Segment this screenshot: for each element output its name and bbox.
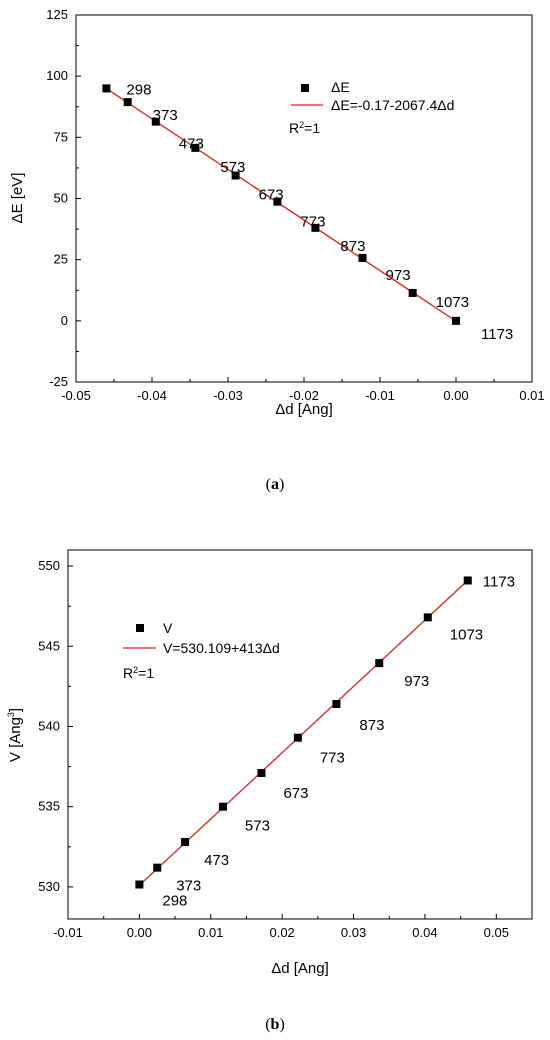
chart-a-y-axis-title: ΔE [eV] [9, 173, 26, 224]
data-point-label: 1073 [436, 294, 469, 311]
panel-b-caption: (b) [265, 1016, 285, 1033]
data-point-label: 298 [126, 81, 151, 98]
panel-a-caption: (a) [266, 476, 285, 493]
x-tick-label: -0.01 [365, 388, 395, 403]
chart-b-axis-ticks: -0.01 0.00 0.01 0.02 0.03 0.04 0.05 530 535 540 54… [38, 558, 509, 940]
y-tick-label: 50 [54, 191, 68, 206]
data-point-label: 573 [220, 159, 245, 176]
data-point [191, 143, 200, 152]
data-point-label: 773 [320, 750, 345, 767]
data-point-label: 973 [404, 673, 429, 690]
x-tick-label: 0.00 [443, 388, 468, 403]
data-point-label: 573 [245, 818, 270, 835]
chart-a-legend-label-fit: ΔE=-0.17-2067.4Δd [331, 97, 454, 113]
x-tick-label: -0.03 [213, 388, 243, 403]
x-tick-label: -0.05 [61, 388, 91, 403]
chart-a-axis-ticks: -0.05 -0.04 -0.03 -0.02 -0.01 0.00 0.01 -25 0 25 5… [46, 7, 544, 403]
x-tick-label: 0.00 [127, 925, 152, 940]
x-tick-label: -0.01 [53, 925, 83, 940]
chart-a-legend-label-series: ΔE [331, 79, 350, 95]
y-tick-label: 0 [61, 313, 68, 328]
data-point-label: 298 [162, 893, 187, 910]
y-tick-label: 545 [38, 638, 60, 653]
data-point [311, 223, 320, 232]
data-point [181, 837, 190, 846]
data-point [257, 769, 266, 778]
chart-b: -0.01 0.00 0.01 0.02 0.03 0.04 0.05 530 535 540 54… [6, 549, 533, 1033]
data-point-label: 1173 [483, 573, 515, 590]
data-point [218, 802, 227, 811]
x-tick-label: 0.02 [269, 925, 294, 940]
x-tick-label: 0.01 [519, 388, 544, 403]
x-tick-label: -0.04 [137, 388, 167, 403]
data-point [231, 171, 240, 180]
data-point [153, 863, 162, 872]
chart-b-points [135, 576, 472, 889]
data-point-label: 373 [153, 107, 178, 124]
chart-b-legend-label-fit: V=530.109+413Δd [163, 640, 280, 656]
y-tick-label: 75 [54, 129, 68, 144]
chart-a-plot-frame [75, 14, 533, 383]
chart-b-y-axis-title: V [Ang3] [6, 708, 24, 762]
chart-a-x-axis-title: Δd [Ang] [275, 401, 333, 418]
data-point-label: 773 [300, 214, 325, 231]
data-point-label: 873 [359, 717, 384, 734]
y-tick-label: 100 [46, 68, 68, 83]
y-tick-label: 530 [38, 879, 60, 894]
data-point [135, 880, 144, 889]
data-point [358, 253, 367, 262]
data-point [102, 84, 111, 93]
chart-b-plot-frame [67, 549, 533, 920]
x-tick-label: 0.04 [412, 925, 437, 940]
chart-b-r-squared: R2=1 [123, 665, 154, 681]
chart-b-legend-marker [136, 624, 144, 632]
data-point [408, 288, 417, 297]
data-point [273, 197, 282, 206]
data-point [123, 98, 132, 107]
chart-a: -0.05 -0.04 -0.03 -0.02 -0.01 0.00 0.01 -25 0 25 5… [9, 7, 545, 493]
x-tick-label: 0.05 [484, 925, 509, 940]
chart-a-legend-marker [301, 84, 309, 92]
x-tick-label: 0.01 [198, 925, 223, 940]
data-point [423, 613, 432, 622]
y-tick-label: 125 [46, 7, 68, 22]
data-point [332, 700, 341, 709]
y-tick-label: -25 [49, 374, 68, 389]
y-tick-label: 540 [38, 718, 60, 733]
data-point [375, 659, 384, 668]
data-point-label: 1173 [481, 326, 513, 343]
chart-b-legend-label-series: V [163, 620, 173, 636]
data-point-label: 473 [204, 852, 229, 869]
x-tick-label: 0.03 [341, 925, 366, 940]
data-point [293, 733, 302, 742]
chart-a-r-squared: R2=1 [289, 120, 320, 136]
chart-b-fit-line [138, 579, 469, 886]
data-point-label: 473 [179, 136, 204, 153]
x-tick-label: -0.02 [289, 388, 319, 403]
y-tick-label: 535 [38, 799, 60, 814]
data-point [151, 117, 160, 126]
chart-a-points [102, 84, 460, 325]
data-point [463, 576, 472, 585]
y-tick-label: 25 [54, 252, 68, 267]
data-point-label: 873 [340, 238, 365, 255]
data-point-label: 673 [259, 187, 284, 204]
data-point [452, 316, 460, 325]
y-tick-label: 550 [38, 558, 60, 573]
data-point-label: 1073 [450, 626, 483, 643]
data-point-label: 373 [176, 878, 201, 895]
data-point-label: 673 [283, 785, 308, 802]
chart-b-x-axis-title: Δd [Ang] [271, 960, 329, 977]
data-point-label: 973 [386, 267, 411, 284]
